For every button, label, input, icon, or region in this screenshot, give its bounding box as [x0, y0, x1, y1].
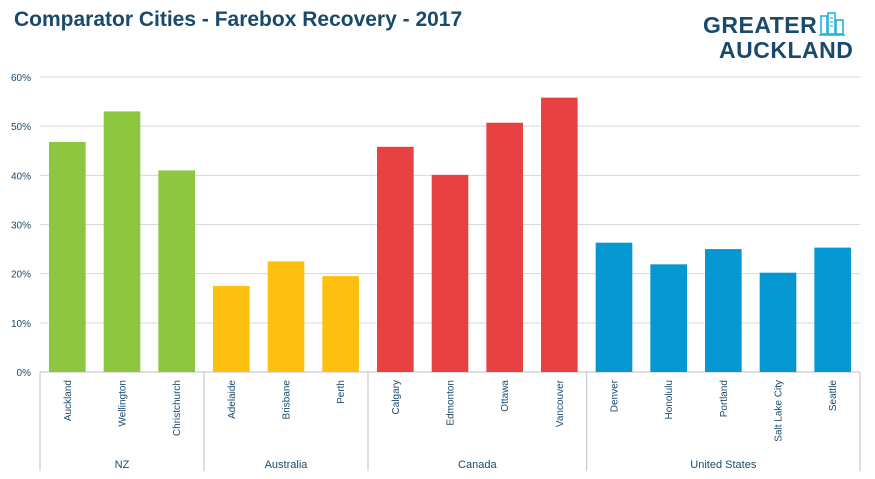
x-tick-label: Calgary: [391, 380, 402, 414]
x-tick-label: Portland: [719, 380, 730, 417]
x-tick-label: Salt Lake City: [774, 380, 785, 442]
x-tick-label: Christchurch: [172, 380, 183, 436]
bar-portland: [705, 249, 742, 372]
x-tick-label: Wellington: [118, 380, 129, 427]
logo-text-auckland: AUCKLAND: [719, 37, 854, 63]
bar-denver: [595, 242, 633, 372]
group-label: Australia: [265, 459, 309, 471]
x-tick-label: Brisbane: [282, 380, 293, 420]
bar-auckland: [49, 141, 86, 372]
x-tick-label: Adelaide: [227, 380, 238, 419]
x-tick-label: Denver: [610, 379, 621, 412]
group-label: United States: [690, 459, 757, 471]
x-tick-label: Edmonton: [446, 380, 457, 426]
group-label: Canada: [458, 459, 497, 471]
chart-title: Comparator Cities - Farebox Recovery - 2…: [14, 8, 463, 31]
logo-text-greater: GREATER: [703, 12, 818, 38]
bar-vancouver: [541, 97, 578, 373]
y-tick-label: 10%: [11, 319, 31, 330]
bar-honolulu: [650, 264, 687, 372]
y-tick-label: 0%: [17, 368, 32, 379]
bar-adelaide: [213, 285, 250, 372]
y-tick-label: 50%: [11, 122, 31, 133]
y-tick-label: 40%: [11, 171, 31, 182]
greater-auckland-logo: GREATER AUCKLAND: [703, 12, 863, 64]
x-tick-label: Ottawa: [500, 380, 511, 412]
bar-perth: [322, 276, 359, 372]
bar-christchurch: [158, 170, 195, 372]
x-tick-label: Perth: [336, 380, 347, 404]
y-tick-label: 60%: [11, 73, 31, 84]
x-tick-label: Seattle: [828, 380, 839, 412]
bar-calgary: [377, 146, 414, 372]
bar-wellington: [103, 111, 141, 373]
bar-salt-lake-city: [759, 272, 797, 372]
logo-buildings-icon: [819, 12, 845, 36]
y-tick-label: 30%: [11, 221, 31, 232]
bar-ottawa: [486, 122, 523, 372]
x-tick-label: Honolulu: [664, 380, 675, 419]
x-tick-label: Vancouver: [555, 379, 566, 427]
y-tick-label: 20%: [11, 270, 31, 281]
group-label: NZ: [115, 459, 130, 471]
bar-seattle: [814, 247, 851, 372]
bar-edmonton: [431, 174, 469, 372]
x-tick-label: Auckland: [63, 380, 74, 421]
bar-brisbane: [267, 261, 305, 372]
